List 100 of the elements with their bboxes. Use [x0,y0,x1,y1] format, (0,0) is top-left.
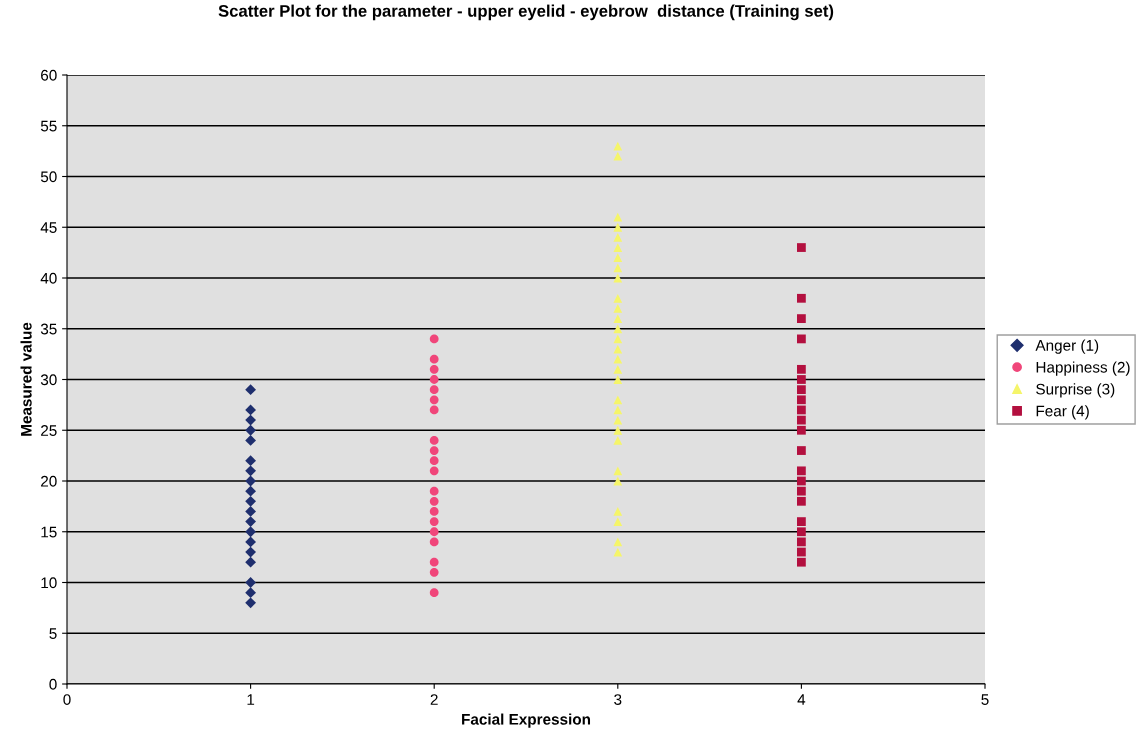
y-axis-title: Measured value [20,322,32,436]
point [797,243,806,252]
point [613,334,623,344]
y-tick-label: 25 [41,425,57,436]
point [429,405,439,415]
point [429,517,439,526]
point [245,455,256,467]
y-tick-label: 55 [40,120,57,132]
point [613,537,623,547]
point [797,405,806,415]
point [245,516,256,527]
point [613,304,623,313]
point [613,253,623,263]
point [245,414,256,426]
point [613,415,623,425]
point [429,364,439,374]
x-tick-label: 2 [430,694,438,705]
point [797,415,806,425]
point [797,466,806,476]
y-tick-label: 60 [41,69,57,81]
point [797,496,806,506]
point [797,517,806,526]
point [613,517,623,526]
point [613,263,623,273]
point [613,354,623,364]
point [245,485,256,497]
point [797,557,806,567]
point [245,556,256,568]
point [245,526,256,538]
y-tick-label: 15 [41,526,57,538]
point [797,314,806,323]
point [613,547,623,557]
point [429,496,439,506]
point [245,536,256,548]
point [613,466,623,476]
point [797,476,806,486]
x-tick-label: 1 [247,694,255,705]
point [797,375,806,384]
x-tick-label: 0 [63,694,71,705]
point [245,465,256,477]
point [613,141,623,151]
point [613,395,623,405]
point [613,375,623,384]
point [797,293,806,303]
point [613,293,623,303]
x-tick-label: 3 [614,694,622,705]
point [245,495,256,507]
y-tick-label: 20 [41,475,57,487]
point [797,537,806,547]
point [429,537,439,547]
y-tick-label: 10 [41,577,57,589]
point [245,546,256,558]
y-tick-label: 0 [49,678,57,690]
point [245,435,256,446]
point [797,364,806,374]
x-tick-label: 5 [981,694,989,705]
point [613,212,623,222]
point [245,597,256,609]
legend-label: Anger (1) [1035,339,1099,354]
point [613,436,623,445]
point [245,577,256,588]
y-tick-label: 30 [40,374,57,386]
point [245,424,256,436]
point [613,425,623,435]
point [797,446,806,455]
point [429,567,439,577]
point [797,385,806,395]
point [613,222,623,232]
y-tick-label: 5 [49,628,57,639]
point [613,324,623,334]
point [613,273,623,283]
point [429,466,439,476]
point [245,404,256,416]
legend-label: Happiness (2) [1036,361,1130,376]
point [797,547,806,557]
point [429,436,439,445]
point [797,425,806,435]
point [613,476,623,486]
point [245,506,256,517]
x-tick-label: 4 [797,694,806,705]
point [429,456,439,466]
point [613,507,623,516]
point [429,354,439,364]
point [245,384,256,396]
point [613,314,623,323]
legend-label: Fear (4) [1036,405,1089,420]
point [429,446,439,455]
point [613,233,623,242]
point [429,395,439,405]
point [613,151,623,161]
legend-label: Surprise (3) [1036,383,1115,398]
x-axis-title: Facial Expression [462,713,591,728]
point [797,395,806,405]
point [429,557,439,567]
point [429,507,439,516]
point [429,375,439,384]
point [429,588,439,598]
point [797,486,806,496]
point [429,486,439,496]
point [613,364,623,374]
